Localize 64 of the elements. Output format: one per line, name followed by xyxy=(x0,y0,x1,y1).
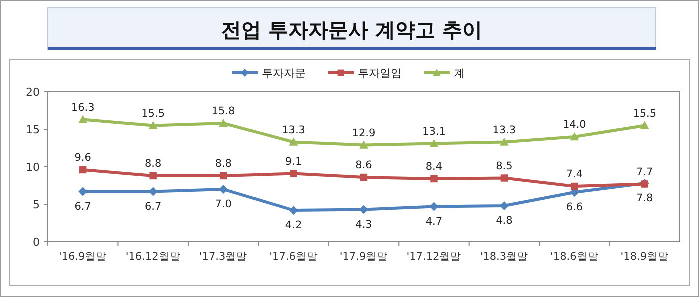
data-label: 7.8 xyxy=(636,192,654,204)
point xyxy=(571,182,578,190)
data-label: 8.6 xyxy=(356,160,373,172)
x-tick-label: '17.9월말 xyxy=(340,251,388,263)
point xyxy=(430,175,438,183)
data-label: 13.3 xyxy=(492,124,516,136)
y-tick-label: 0 xyxy=(33,236,40,249)
x-tick-label: '17.3월말 xyxy=(199,251,248,263)
legend-label: 계 xyxy=(454,67,465,80)
data-label: 7.7 xyxy=(636,166,654,178)
point xyxy=(640,121,650,130)
point xyxy=(219,185,228,194)
data-label: 4.7 xyxy=(426,216,443,228)
point xyxy=(430,139,439,148)
point xyxy=(220,172,228,180)
data-label: 4.8 xyxy=(496,215,513,227)
point xyxy=(360,205,368,214)
point xyxy=(219,119,228,128)
x-tick-label: '17.6월말 xyxy=(270,251,318,263)
y-tick-label: 20 xyxy=(26,86,40,99)
data-label: 4.3 xyxy=(356,218,372,231)
x-tick-label: '18.9월말 xyxy=(620,251,670,263)
data-label: 4.2 xyxy=(285,220,302,232)
x-tick-label: '18.6월말 xyxy=(550,251,599,263)
data-label: 9.1 xyxy=(285,156,302,168)
point xyxy=(150,172,157,180)
data-label: 15.5 xyxy=(142,108,166,120)
point xyxy=(360,174,368,182)
data-label: 8.4 xyxy=(426,161,443,173)
data-label: 16.3 xyxy=(71,102,95,114)
data-label: 8.8 xyxy=(144,158,162,170)
data-label: 7.0 xyxy=(215,198,232,210)
data-label: 13.3 xyxy=(282,124,306,136)
point xyxy=(570,132,580,141)
point xyxy=(289,138,298,146)
legend-label: 투자자문 xyxy=(262,67,306,80)
chart-title: 전업 투자자문사 계약고 추이 xyxy=(222,18,482,42)
data-label: 7.4 xyxy=(566,168,584,180)
data-label: 15.8 xyxy=(212,106,236,118)
data-label: 8.5 xyxy=(496,160,513,172)
point xyxy=(360,140,368,149)
legend-label: 투자일임 xyxy=(358,67,402,80)
x-tick-label: '16.12월말 xyxy=(126,251,181,263)
y-tick-label: 10 xyxy=(26,161,40,174)
point xyxy=(500,174,508,182)
data-label: 12.9 xyxy=(352,127,376,140)
point xyxy=(80,166,87,174)
y-tick-label: 5 xyxy=(33,198,40,212)
point xyxy=(78,115,88,124)
point xyxy=(500,138,509,146)
data-label: 15.5 xyxy=(633,108,657,120)
x-tick-label: '16.9월말 xyxy=(58,251,108,263)
x-tick-label: '17.12월말 xyxy=(406,251,462,263)
data-label: 6.7 xyxy=(144,200,162,213)
x-tick-label: '18.3월말 xyxy=(480,251,529,263)
data-label: 13.1 xyxy=(422,126,446,138)
data-label: 6.6 xyxy=(566,202,584,214)
point xyxy=(290,170,298,178)
data-label: 14.0 xyxy=(562,119,586,131)
data-label: 6.7 xyxy=(74,200,92,213)
data-label: 8.8 xyxy=(215,158,232,170)
y-tick-label: 15 xyxy=(26,124,40,136)
point xyxy=(148,121,158,130)
data-label: 9.6 xyxy=(74,152,92,164)
